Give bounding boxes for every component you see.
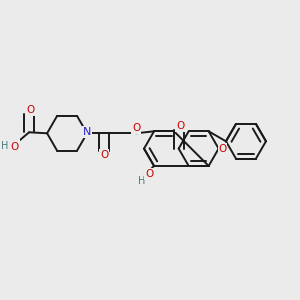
Text: O: O <box>26 105 34 116</box>
Text: N: N <box>83 127 91 137</box>
Text: O: O <box>11 142 19 152</box>
Text: O: O <box>100 150 108 160</box>
Text: H: H <box>138 176 145 186</box>
Text: H: H <box>1 141 8 151</box>
Text: O: O <box>145 169 153 179</box>
Text: O: O <box>132 123 140 133</box>
Text: O: O <box>218 144 227 154</box>
Text: O: O <box>176 121 184 131</box>
